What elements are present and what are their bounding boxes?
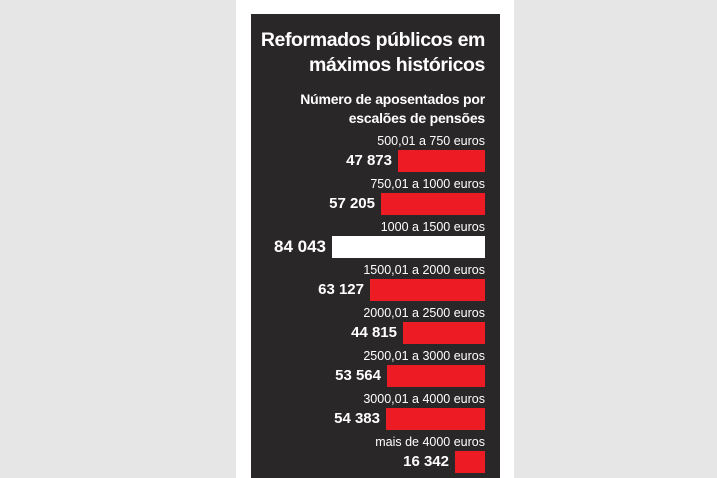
bar (403, 322, 485, 344)
bar (386, 408, 485, 430)
value-label: 53 564 (335, 367, 381, 384)
bar (370, 279, 485, 301)
value-label: 54 383 (334, 410, 380, 427)
bar (455, 451, 485, 473)
value-label: 57 205 (329, 195, 375, 212)
bar (332, 236, 485, 258)
bar-chart: 500,01 a 750 euros 47 873 750,01 a 1000 eu… (251, 14, 500, 478)
category-label: 1500,01 a 2000 euros (363, 263, 485, 277)
infographic-panel: Reformados públicos em máximos histórico… (251, 14, 500, 478)
category-label: 1000 a 1500 euros (380, 220, 485, 234)
category-label: 500,01 a 750 euros (377, 134, 485, 148)
category-label: mais de 4000 euros (375, 435, 485, 449)
bar (398, 150, 485, 172)
category-label: 2500,01 a 3000 euros (363, 349, 485, 363)
category-label: 2000,01 a 2500 euros (363, 306, 485, 320)
value-label: 84 043 (274, 237, 326, 256)
value-label: 16 342 (403, 453, 449, 470)
bar (381, 193, 485, 215)
chart-title: Reformados públicos em máximos histórico… (260, 29, 486, 76)
value-label: 44 815 (351, 324, 397, 341)
value-label: 47 873 (346, 152, 392, 169)
chart-subtitle: Número de aposentados por escalões de pe… (300, 91, 485, 126)
category-label: 3000,01 a 4000 euros (363, 392, 485, 406)
bar (387, 365, 485, 387)
category-label: 750,01 a 1000 euros (370, 177, 485, 191)
value-label: 63 127 (318, 281, 364, 298)
